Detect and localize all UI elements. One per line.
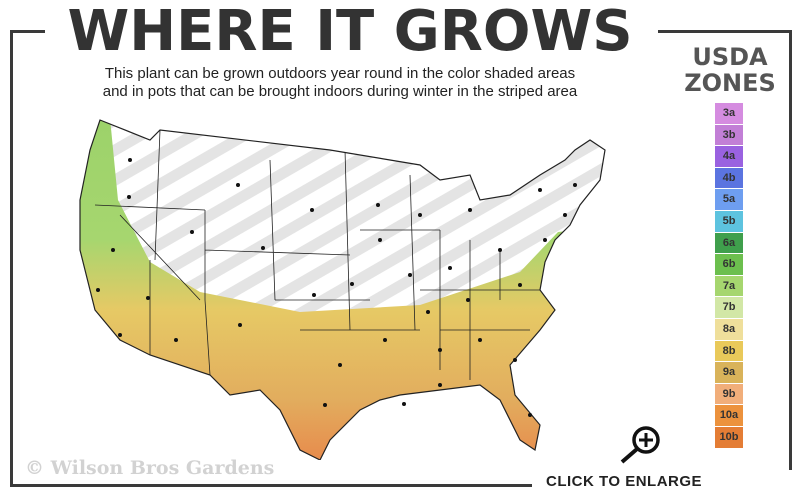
city-dot — [128, 158, 132, 162]
legend-title: USDA ZONES — [680, 44, 780, 96]
legend-zone-6b: 6b — [715, 254, 743, 275]
city-dot — [383, 338, 387, 342]
zoom-in-magnifier-icon[interactable] — [618, 424, 664, 464]
legend-zone-6a: 6a — [715, 232, 743, 254]
legend-zone-5a: 5a — [715, 189, 743, 210]
city-dot — [338, 363, 342, 367]
legend-zone-4a: 4a — [715, 146, 743, 167]
city-dot — [426, 310, 430, 314]
legend-zone-9b: 9b — [715, 383, 743, 405]
city-dot — [127, 195, 131, 199]
legend-zone-5b: 5b — [715, 210, 743, 232]
city-dot — [478, 338, 482, 342]
city-dot — [518, 283, 522, 287]
city-dot — [312, 293, 316, 297]
city-dot — [190, 230, 194, 234]
legend-zone-8b: 8b — [715, 340, 743, 362]
city-dot — [563, 213, 567, 217]
city-dot — [402, 402, 406, 406]
subtitle: This plant can be grown outdoors year ro… — [40, 65, 640, 101]
city-dot — [236, 183, 240, 187]
city-dot — [376, 203, 380, 207]
city-dot — [238, 323, 242, 327]
city-dot — [111, 248, 115, 252]
legend-zone-10a: 10a — [715, 405, 743, 426]
legend-zone-10b: 10b — [715, 426, 743, 448]
legend-zone-7b: 7b — [715, 297, 743, 318]
city-dot — [538, 188, 542, 192]
legend-zone-3b: 3b — [715, 124, 743, 146]
city-dot — [438, 383, 442, 387]
click-to-enlarge-button[interactable]: CLICK TO ENLARGE — [546, 473, 703, 490]
city-dot — [498, 248, 502, 252]
city-dot — [466, 298, 470, 302]
city-dot — [310, 208, 314, 212]
city-dot — [448, 266, 452, 270]
frame-bottom — [10, 484, 532, 487]
subtitle-line: This plant can be grown outdoors year ro… — [104, 65, 576, 82]
frame-right — [789, 30, 792, 470]
legend-title-line: ZONES — [684, 69, 776, 97]
city-dot — [408, 273, 412, 277]
legend-zone-9a: 9a — [715, 362, 743, 383]
city-dot — [118, 333, 122, 337]
legend-title-line: USDA — [692, 43, 768, 71]
subtitle-line: and in pots that can be brought indoors … — [102, 83, 578, 100]
city-dot — [573, 183, 577, 187]
frame-top-left — [10, 30, 45, 33]
city-dot — [378, 238, 382, 242]
legend-zone-7a: 7a — [715, 275, 743, 297]
city-dot — [96, 288, 100, 292]
city-dot — [146, 296, 150, 300]
city-dot — [418, 213, 422, 217]
us-hardiness-map[interactable] — [60, 105, 630, 460]
legend-zone-4b: 4b — [715, 167, 743, 189]
city-dot — [543, 238, 547, 242]
city-dot — [528, 413, 532, 417]
city-dot — [438, 348, 442, 352]
copyright-watermark: © Wilson Bros Gardens — [25, 457, 275, 479]
city-dot — [468, 208, 472, 212]
city-dot — [350, 282, 354, 286]
page-title: WHERE IT GROWS — [67, 0, 633, 64]
city-dot — [513, 358, 517, 362]
legend-zone-3a: 3a — [715, 103, 743, 124]
usda-zone-legend: 3a 3b 4a 4b 5a 5b 6a 6b 7a 7b 8a 8b 9a 9b 10a 10b — [715, 103, 743, 449]
city-dots — [96, 158, 577, 417]
city-dot — [174, 338, 178, 342]
frame-top-right — [658, 30, 792, 33]
city-dot — [261, 246, 265, 250]
frame-left — [10, 30, 13, 487]
legend-zone-8a: 8a — [715, 318, 743, 340]
state-borders — [94, 129, 550, 380]
city-dot — [323, 403, 327, 407]
